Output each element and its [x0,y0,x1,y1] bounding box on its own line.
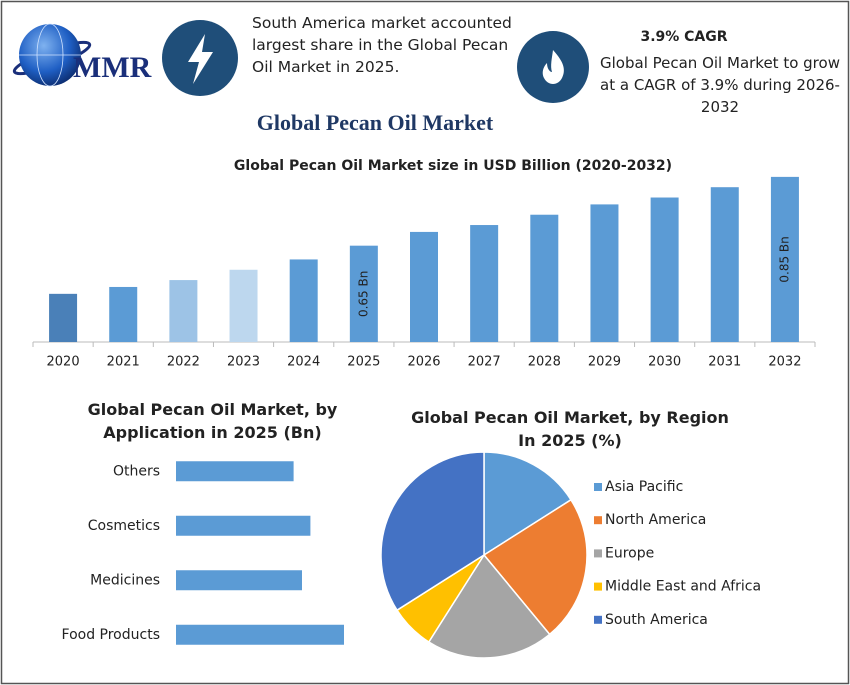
x-tick-label: 2030 [648,355,681,370]
x-tick-label: 2027 [468,355,501,370]
bar [349,245,378,342]
bar [710,187,739,342]
pie-slice [380,451,485,612]
legend-swatch [594,516,602,525]
bar [770,176,799,342]
bar [530,214,559,342]
cagr-title: 3.9% CAGR [640,29,727,45]
y-tick-label: Food Products [62,627,160,643]
y-tick-label: Others [113,463,160,479]
x-tick-label: 2032 [768,355,801,370]
legend-swatch [594,549,602,558]
x-tick-label: 2026 [407,355,440,370]
value-label: 0.65 Bn [356,271,370,317]
pie-slice [427,553,551,659]
bar [470,225,499,342]
x-tick-label: 2031 [708,355,741,370]
bar [176,515,311,536]
bar [176,570,302,591]
x-tick-label: 2023 [227,355,260,370]
flame-icon [517,31,589,103]
x-tick-label: 2021 [107,355,140,370]
legend-label: South America [605,612,708,628]
legend-label: Middle East and Africa [605,579,761,595]
chart-title: Global Pecan Oil Market, by Application … [87,400,338,442]
chart-title: Global Pecan Oil Market, by Region In 20… [411,408,729,450]
bar [49,293,78,342]
x-tick-label: 2029 [588,355,621,370]
cagr-text: Global Pecan Oil Market to grow at a CAG… [600,54,840,116]
pie-slice [483,451,573,557]
logo-text: MMR [73,51,152,84]
y-tick-label: Medicines [90,572,160,588]
bar [410,231,438,342]
x-tick-label: 2024 [287,355,320,370]
bar [590,204,619,342]
bar [109,286,138,342]
legend-swatch [594,582,602,591]
pie-slice [482,498,588,636]
y-tick-label: Cosmetics [88,518,160,534]
chart-title: Global Pecan Oil Market size in USD Bill… [234,158,672,174]
value-label: 0.85 Bn [777,236,791,282]
highlight-text: South America market accounted largest s… [252,14,512,76]
bar [229,269,258,342]
legend-label: North America [605,512,706,528]
bolt-icon [162,20,238,96]
x-tick-label: 2022 [167,355,200,370]
bar [650,197,679,342]
bar [176,461,294,482]
bar [289,259,318,342]
logo: MMR [12,23,152,87]
legend-swatch [594,615,602,624]
bar [176,624,344,645]
x-tick-label: 2025 [347,355,380,370]
main-title: Global Pecan Oil Market [257,110,494,135]
legend-label: Europe [605,545,654,561]
legend-swatch [594,483,602,491]
legend-label: Asia Pacific [605,479,683,495]
bar [169,280,198,342]
x-tick-label: 2020 [47,355,80,370]
x-tick-label: 2028 [528,355,561,370]
